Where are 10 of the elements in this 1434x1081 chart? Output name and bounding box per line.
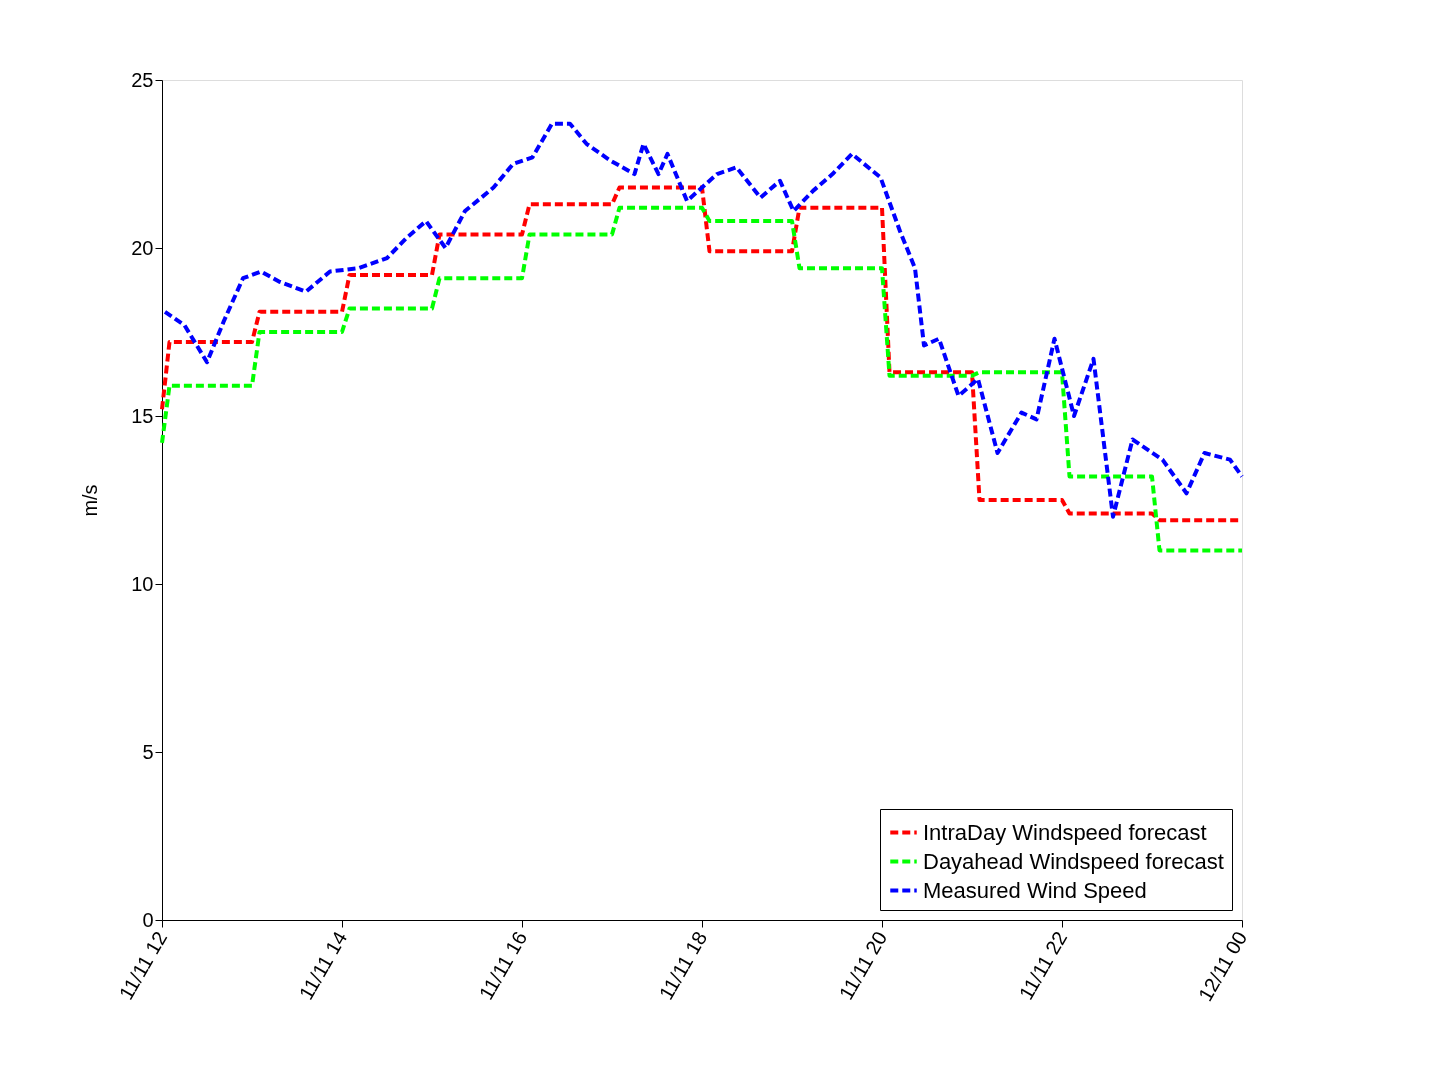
y-tick-label: 25	[131, 68, 154, 91]
legend-label: Measured Wind Speed	[923, 877, 1147, 903]
y-tick-label: 10	[131, 572, 154, 595]
y-tick-label: 20	[131, 236, 154, 259]
y-tick-label: 15	[131, 404, 154, 427]
legend-label: IntraDay Windspeed forecast	[923, 819, 1207, 845]
legend-label: Dayahead Windspeed forecast	[923, 848, 1224, 874]
y-tick-label: 5	[142, 740, 154, 763]
y-tick-label: 0	[142, 908, 154, 931]
y-axis-title: m/s	[79, 484, 102, 517]
